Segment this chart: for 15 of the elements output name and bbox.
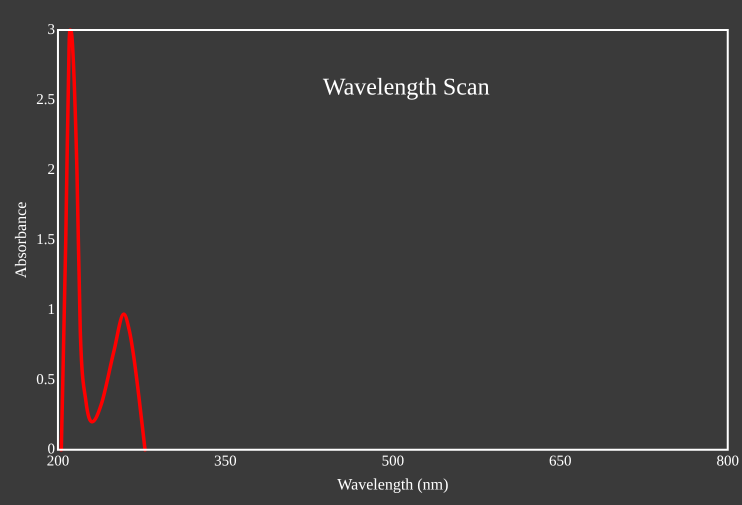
text: Wavelength Scan [322, 74, 490, 100]
y-tick-label: 2 [47, 162, 55, 178]
y-tick-label: 0.5 [36, 372, 55, 388]
x-tick-label: 200 [46, 454, 70, 470]
x-tick-label: 800 [716, 454, 739, 470]
y-tick-label: 2.5 [36, 92, 55, 108]
y-tick-label: 1 [47, 302, 55, 318]
y-tick-label: 3 [47, 22, 55, 38]
y-axis-title: Absorbance [12, 202, 30, 278]
line-series [60, 28, 147, 452]
x-tick-label: 500 [382, 454, 404, 470]
x-tick-label: 350 [214, 454, 237, 470]
x-axis-title: Wavelength (nm) [337, 476, 448, 494]
y-tick-label: 1.5 [36, 232, 55, 248]
x-tick-label: 650 [549, 454, 572, 470]
